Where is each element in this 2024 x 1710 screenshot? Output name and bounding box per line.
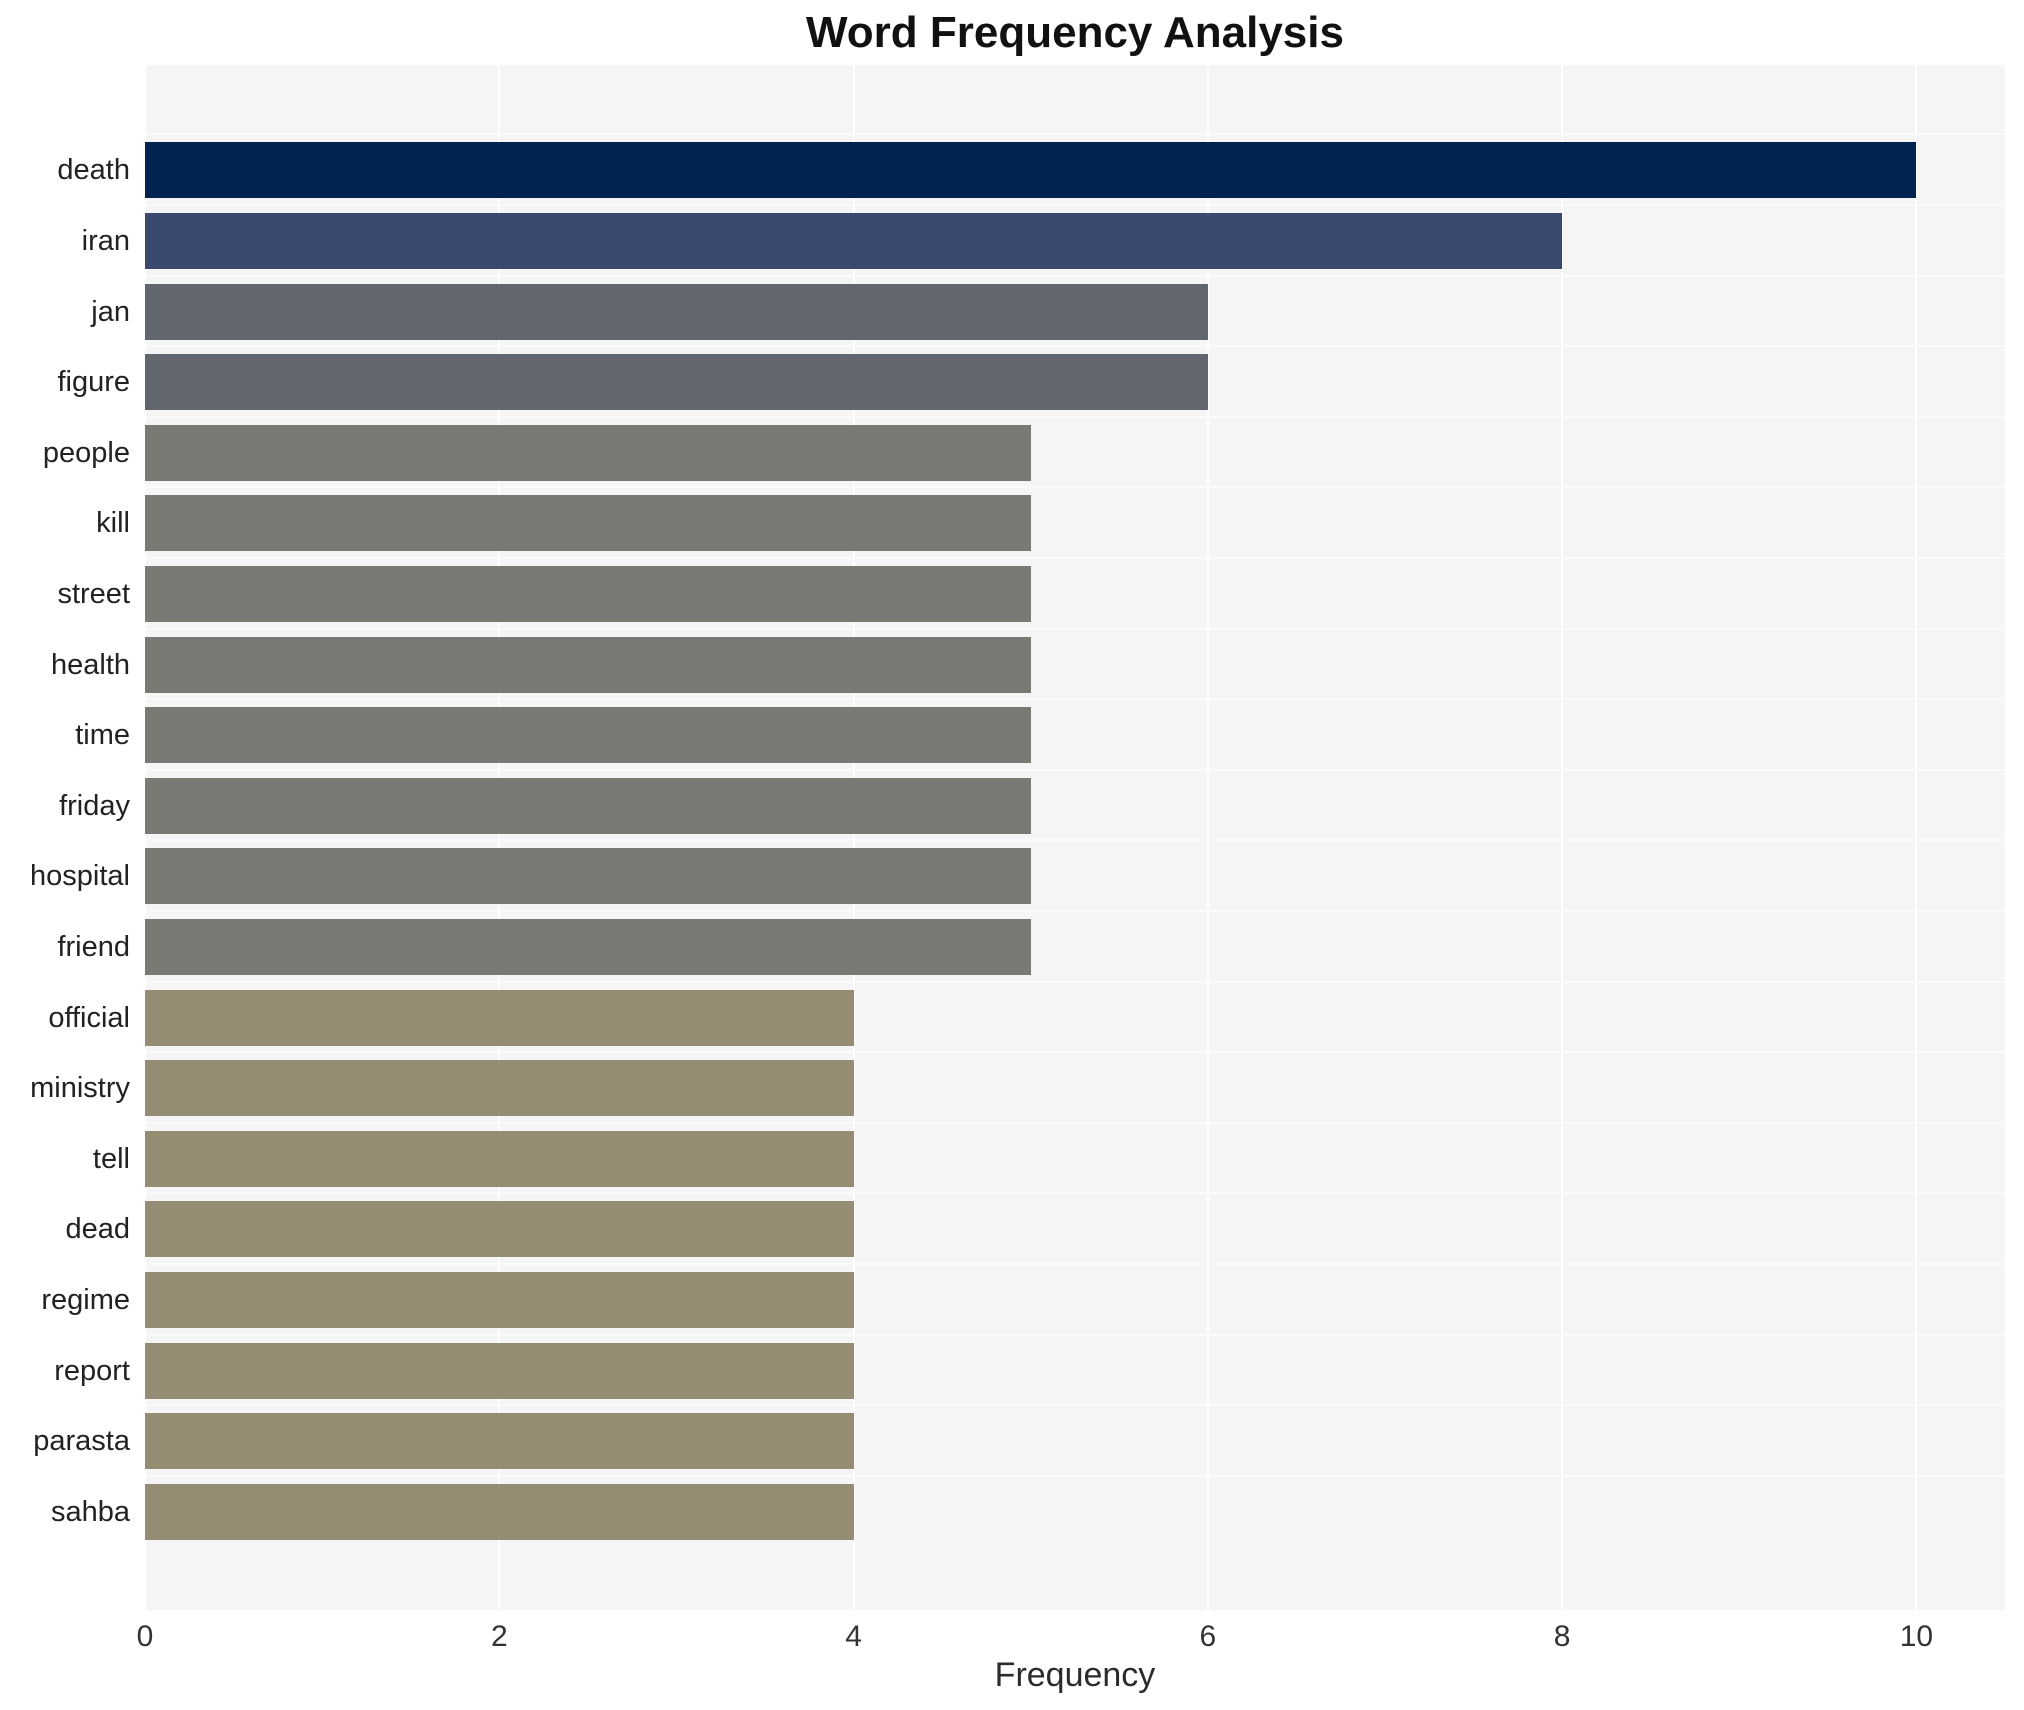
row-separator xyxy=(145,1121,2005,1124)
y-tick-label-parasta: parasta xyxy=(33,1425,130,1458)
y-tick-label-kill: kill xyxy=(96,507,130,540)
row-separator xyxy=(145,698,2005,701)
row-separator xyxy=(145,839,2005,842)
x-tick-label-8: 8 xyxy=(1553,1620,1571,1653)
bar-kill xyxy=(145,495,1031,552)
gridline-x-0 xyxy=(144,65,146,1610)
x-tick-label-0: 0 xyxy=(136,1620,154,1653)
gridline-x-4 xyxy=(852,65,855,1610)
chart-title: Word Frequency Analysis xyxy=(806,8,1344,57)
row-separator xyxy=(145,980,2005,983)
gridline-x-6 xyxy=(1206,65,1209,1610)
bar-hospital xyxy=(145,848,1031,905)
y-tick-label-street: street xyxy=(57,577,130,610)
row-separator xyxy=(145,133,2005,136)
y-tick-label-official: official xyxy=(48,1001,130,1034)
bar-jan xyxy=(145,283,1208,340)
y-tick-label-friday: friday xyxy=(59,789,130,822)
x-tick-label-6: 6 xyxy=(1199,1620,1217,1653)
row-separator xyxy=(145,1192,2005,1195)
row-separator xyxy=(145,909,2005,912)
bar-health xyxy=(145,636,1031,693)
x-tick-label-4: 4 xyxy=(845,1620,862,1653)
row-separator xyxy=(145,415,2005,418)
bar-iran xyxy=(145,212,1563,269)
gridline-x-10 xyxy=(1915,65,1918,1610)
row-separator xyxy=(145,274,2005,277)
y-tick-label-jan: jan xyxy=(91,295,130,328)
y-tick-label-health: health xyxy=(50,648,130,681)
bar-report xyxy=(145,1342,854,1399)
bar-friday xyxy=(145,777,1031,834)
y-tick-label-regime: regime xyxy=(41,1283,130,1316)
row-separator xyxy=(145,768,2005,771)
bar-official xyxy=(145,989,854,1046)
bar-time xyxy=(145,707,1031,764)
gridline-x-8 xyxy=(1561,65,1564,1610)
y-tick-label-time: time xyxy=(75,719,130,752)
bar-parasta xyxy=(145,1413,854,1470)
y-tick-label-tell: tell xyxy=(92,1142,130,1175)
bar-people xyxy=(145,424,1031,481)
row-separator xyxy=(145,345,2005,348)
y-tick-label-hospital: hospital xyxy=(30,860,130,893)
y-tick-label-people: people xyxy=(42,436,130,469)
y-tick-label-report: report xyxy=(54,1354,130,1387)
bar-friend xyxy=(145,918,1031,975)
bar-sahba xyxy=(145,1483,854,1540)
y-tick-label-iran: iran xyxy=(81,224,130,257)
row-separator xyxy=(145,556,2005,559)
bar-ministry xyxy=(145,1060,854,1117)
x-tick-label-10: 10 xyxy=(1899,1620,1934,1653)
row-separator xyxy=(145,1333,2005,1336)
bar-dead xyxy=(145,1201,854,1258)
bar-street xyxy=(145,565,1031,622)
y-tick-label-death: death xyxy=(57,154,130,187)
bar-figure xyxy=(145,354,1208,411)
row-separator xyxy=(145,1404,2005,1407)
x-tick-label-2: 2 xyxy=(490,1620,508,1653)
bar-regime xyxy=(145,1271,854,1328)
y-tick-label-friend: friend xyxy=(57,930,130,963)
y-tick-label-figure: figure xyxy=(57,366,130,399)
row-separator xyxy=(145,1474,2005,1477)
plot-area xyxy=(144,65,2005,1610)
row-separator xyxy=(145,1051,2005,1054)
row-separator xyxy=(145,627,2005,630)
row-separator xyxy=(145,1262,2005,1265)
bar-death xyxy=(145,142,1917,199)
bar-tell xyxy=(145,1130,854,1187)
x-axis-title: Frequency xyxy=(994,1656,1156,1694)
row-separator xyxy=(145,486,2005,489)
y-tick-label-ministry: ministry xyxy=(30,1072,130,1105)
row-separator xyxy=(145,203,2005,206)
y-tick-label-sahba: sahba xyxy=(50,1495,130,1528)
gridline-x-2 xyxy=(498,65,501,1610)
y-tick-label-dead: dead xyxy=(65,1213,130,1246)
